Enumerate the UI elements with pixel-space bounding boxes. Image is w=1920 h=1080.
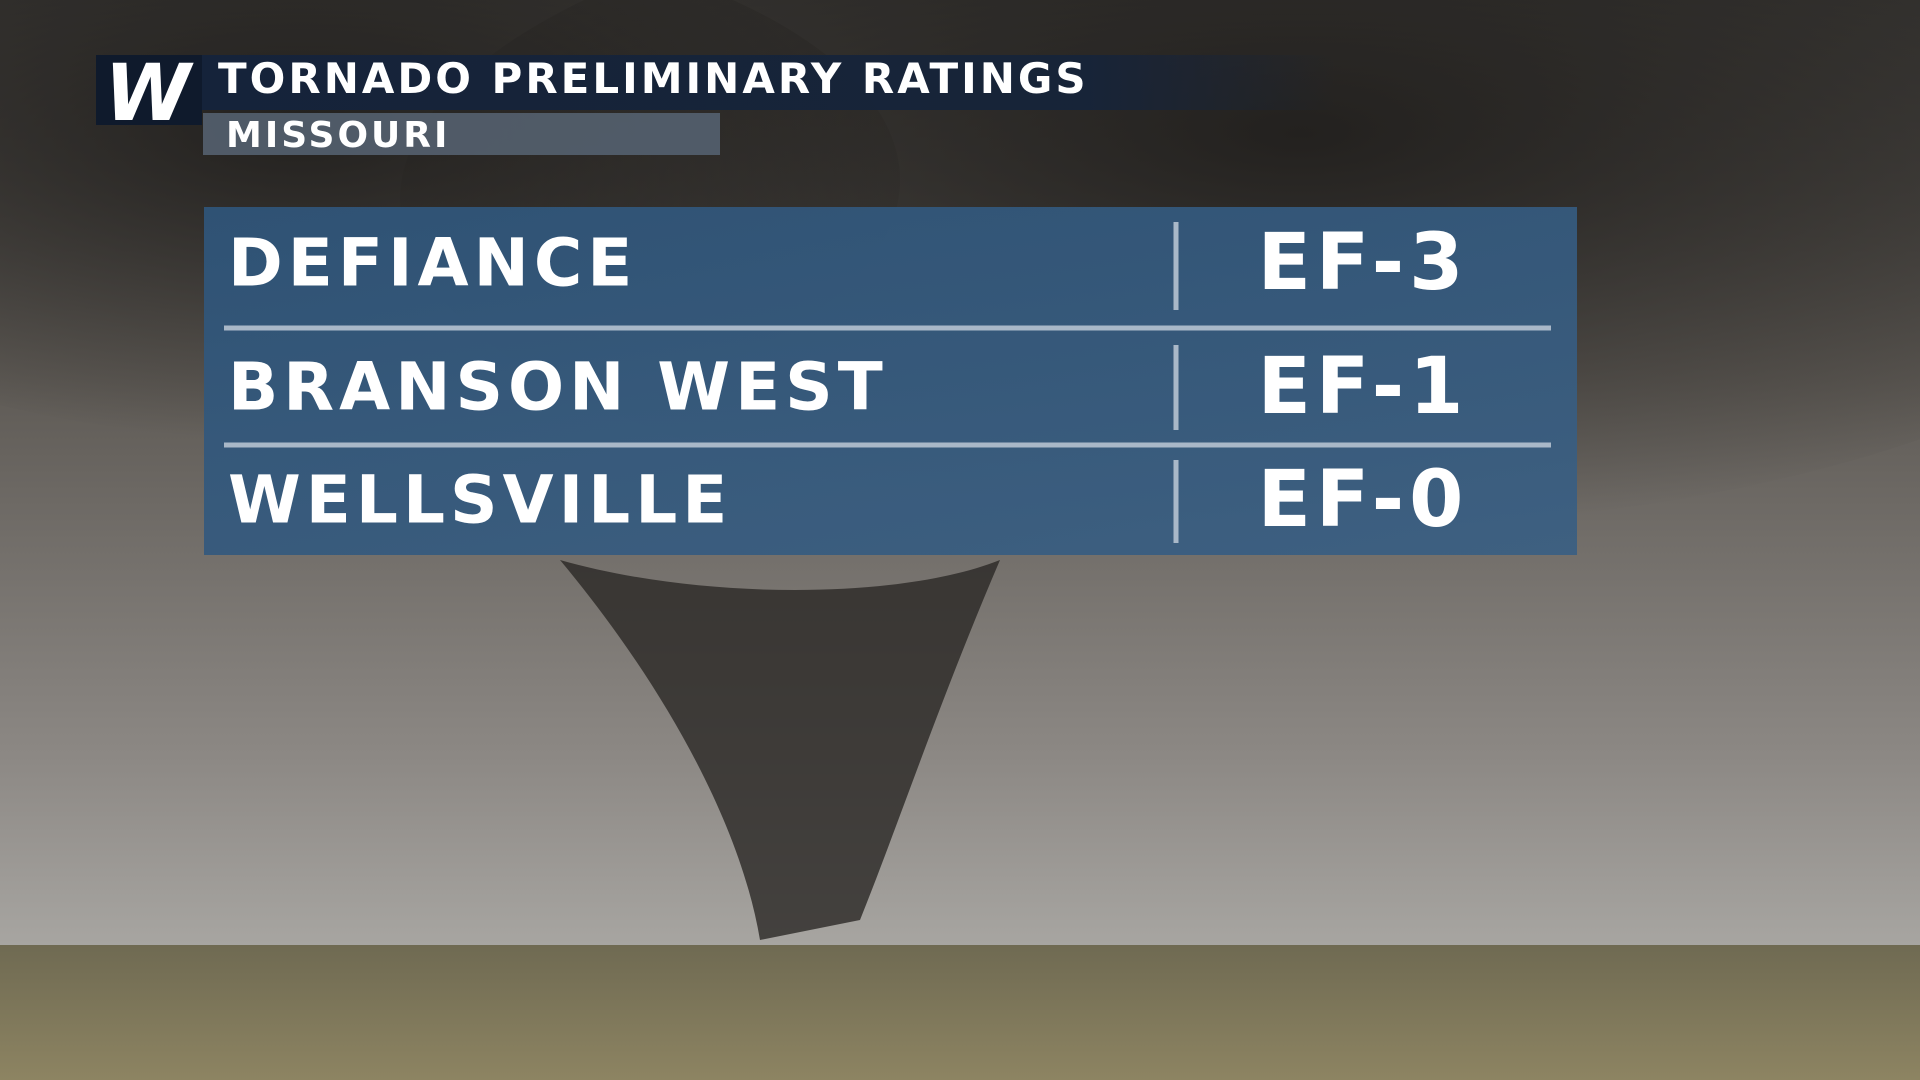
title: TORNADO PRELIMINARY RATINGS (218, 54, 1089, 103)
logo: W (104, 49, 194, 139)
tornado-funnel (560, 560, 1000, 940)
rating: EF-1 (1258, 342, 1469, 432)
place-name: BRANSON WEST (228, 349, 888, 426)
subtitle-bar (203, 113, 720, 155)
table-rows: DEFIANCE EF-3 BRANSON WEST EF-1 WELLSVILLE EF… (228, 218, 1469, 545)
rating: EF-3 (1258, 218, 1469, 308)
logo-box (96, 55, 202, 125)
rating: EF-0 (1258, 455, 1469, 545)
title-bar (96, 55, 1336, 110)
field (0, 945, 1920, 1080)
subtitle: MISSOURI (226, 115, 450, 156)
place-name: WELLSVILLE (228, 462, 732, 539)
place-name: DEFIANCE (228, 225, 637, 302)
ratings-table (204, 207, 1577, 555)
